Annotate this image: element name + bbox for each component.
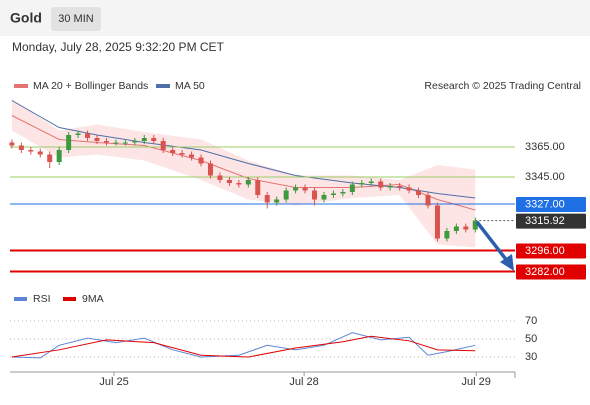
symbol: Gold — [10, 10, 42, 26]
candle-body — [189, 154, 195, 158]
candle-body — [47, 154, 53, 162]
rsi-line — [11, 335, 476, 358]
candle-body — [302, 187, 308, 191]
legend-label: RSI — [33, 293, 51, 305]
level-label: 3315.92 — [525, 215, 565, 227]
x-tick-label: Jul 29 — [462, 376, 491, 388]
legend-label: MA 20 + Bollinger Bands — [33, 80, 148, 92]
candle-body — [293, 187, 299, 191]
candle-body — [245, 180, 251, 185]
arrow-head — [500, 254, 514, 271]
source: Research © 2025 Trading Central — [424, 80, 581, 92]
candle-body — [264, 195, 270, 203]
candle-body — [151, 138, 157, 141]
candle-body — [349, 184, 355, 192]
candle-body — [434, 205, 440, 239]
candle-body — [217, 175, 223, 180]
candle-body — [28, 150, 34, 152]
level-label: 3365.00 — [525, 141, 565, 153]
candle-body — [463, 226, 469, 230]
candle-body — [406, 187, 412, 191]
candle-body — [368, 181, 374, 183]
legend-label: 9MA — [82, 293, 104, 305]
x-tick-label: Jul 25 — [99, 376, 128, 388]
candle-body — [207, 163, 213, 176]
candle-body — [56, 150, 62, 162]
rsi-line — [11, 332, 476, 359]
bollinger-band — [11, 99, 476, 248]
candle-body — [122, 142, 128, 144]
candle-body — [255, 180, 261, 195]
candle-body — [198, 157, 204, 164]
legend-swatch — [14, 297, 27, 301]
candle-body — [283, 190, 289, 200]
level-label: 3282.00 — [525, 266, 565, 278]
candle-body — [425, 195, 431, 206]
level-box — [516, 197, 586, 212]
legend-swatch — [14, 84, 28, 88]
candle-body — [397, 186, 403, 188]
candle-body — [312, 190, 318, 200]
legend-swatch — [156, 84, 170, 88]
candle-body — [444, 231, 450, 239]
plot: MA 20 + Bollinger Bands MA 50 3365.00 3345.… — [9, 80, 586, 388]
candle-body — [170, 150, 176, 153]
candle-body — [179, 153, 185, 155]
candle-body — [226, 180, 232, 183]
level-box — [516, 264, 586, 280]
level-label: 3296.00 — [525, 245, 565, 257]
rsi-tick-label: 70 — [525, 315, 537, 327]
candle-body — [94, 138, 100, 141]
candle-body — [387, 186, 393, 188]
candle-body — [85, 133, 91, 138]
candle-body — [330, 193, 336, 195]
candle-body — [416, 190, 422, 195]
candle-body — [18, 145, 24, 150]
candle-body — [37, 151, 43, 155]
candle-body — [472, 220, 478, 230]
timeframe[interactable]: 30 MIN — [58, 13, 94, 25]
candle-body — [103, 141, 109, 143]
candle-body — [274, 199, 280, 203]
level-label: 3345.00 — [525, 171, 565, 183]
date: Monday, July 28, 2025 9:32:20 PM CET — [12, 40, 225, 54]
timeframe-badge[interactable] — [51, 7, 101, 31]
candle-body — [75, 133, 81, 135]
candle-body — [453, 226, 459, 231]
legend-label: MA 50 — [175, 80, 205, 92]
level-label: 3327.00 — [525, 198, 565, 210]
legend-swatch — [63, 297, 76, 301]
candle-body — [141, 138, 147, 141]
candle-body — [113, 142, 119, 144]
candle-body — [340, 192, 346, 194]
candle-body — [321, 195, 327, 200]
candle-body — [236, 183, 242, 185]
level-box — [516, 243, 586, 259]
candle-body — [160, 141, 166, 150]
candle-body — [359, 183, 365, 185]
forecast-arrow — [475, 220, 510, 264]
candle-body — [9, 142, 15, 146]
candle-body — [132, 141, 138, 143]
moving-average — [11, 100, 476, 199]
rsi-tick-label: 30 — [525, 351, 537, 363]
candle-body — [66, 135, 72, 150]
candle-body — [378, 181, 384, 188]
level-box — [516, 213, 586, 229]
rsi-tick-label: 50 — [525, 333, 537, 345]
x-tick-label: Jul 28 — [289, 376, 318, 388]
